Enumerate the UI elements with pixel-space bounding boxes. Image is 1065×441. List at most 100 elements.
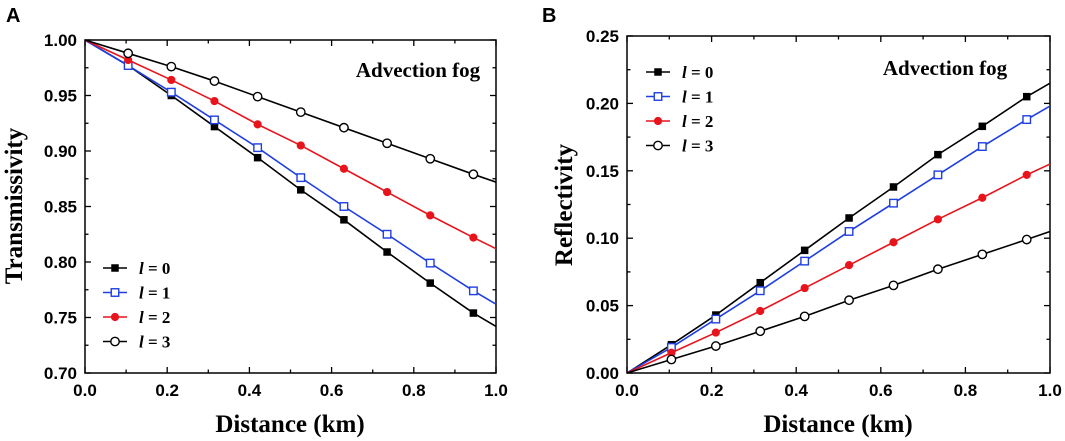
data-point [844, 261, 854, 270]
data-point [210, 96, 219, 106]
data-point [295, 107, 306, 118]
legend-symbol: l [682, 112, 687, 131]
data-point [933, 170, 943, 180]
data-point [666, 354, 677, 365]
data-point [425, 153, 436, 164]
panel-a-letter: A [6, 5, 20, 27]
data-point [934, 150, 942, 159]
legend-item: l = 1 [103, 284, 170, 303]
x-tick-label: 0.0 [615, 381, 639, 400]
series-1 [626, 105, 1051, 374]
data-point [889, 238, 898, 247]
data-point [977, 142, 987, 151]
data-point [297, 186, 305, 194]
data-point [800, 256, 810, 266]
data-point [1022, 170, 1031, 179]
y-tick-label: 0.85 [44, 198, 77, 217]
x-tick-label: 0.6 [320, 381, 344, 400]
data-point [933, 215, 943, 224]
legend-value: 3 [162, 333, 171, 352]
legend-label: l = 3 [139, 333, 170, 352]
x-tick-label: 1.0 [1038, 381, 1062, 400]
y-tick-label: 0.90 [44, 142, 77, 161]
series-3 [626, 230, 1051, 374]
annotation-label: Advection fog [883, 56, 1008, 80]
y-axis-title: Reflectivity [551, 143, 578, 266]
data-point [711, 328, 720, 337]
data-point [469, 233, 478, 242]
legend-value: 1 [162, 284, 171, 303]
legend: l = 0l = 1l = 2l = 3 [646, 63, 713, 156]
data-point [382, 229, 392, 239]
y-axis-title: Transmissivity [1, 127, 28, 284]
legend-value: 0 [705, 63, 714, 82]
legend-label: l = 0 [139, 259, 170, 278]
legend-symbol: l [682, 88, 687, 107]
panel-b: B 0.0 0.2 0.4 0.6 0.8 1.0 0.00 0.05 0.10 0.15 0.20… [542, 5, 1062, 438]
legend-marker [110, 336, 120, 347]
x-tick-label: 0.0 [73, 381, 97, 400]
y-tick-label: 0.70 [44, 364, 77, 383]
data-point [468, 169, 479, 180]
legend-item: l = 2 [646, 112, 713, 131]
legend-equals: = [144, 284, 162, 303]
data-point [340, 216, 348, 224]
legend-equals: = [687, 112, 705, 131]
data-point [339, 202, 349, 211]
legend-marker [110, 312, 120, 322]
x-tick-label: 0.6 [869, 381, 893, 400]
legend-item: l = 0 [103, 259, 170, 278]
data-point [426, 279, 434, 287]
legend-marker [653, 116, 663, 126]
data-point [382, 138, 392, 149]
legend-symbol: l [139, 308, 144, 327]
legend-equals: = [687, 137, 705, 156]
series-2 [626, 163, 1051, 374]
legend-label: l = 3 [682, 137, 713, 156]
legend-label: l = 1 [139, 284, 170, 303]
data-point [166, 61, 177, 72]
data-point [209, 76, 220, 86]
annotation-label: Advection fog [356, 58, 481, 82]
legend-marker [653, 92, 663, 101]
panel-a: A 0.0 0.2 0.4 0.6 0.8 1.0 0.70 0.75 0.80 0.85 0.90… [1, 5, 508, 438]
x-tick-label: 0.2 [155, 381, 179, 400]
legend-equals: = [687, 63, 705, 82]
series-1 [84, 39, 497, 305]
x-tick-label: 0.8 [402, 381, 426, 400]
y-tick-label: 0.95 [44, 87, 77, 106]
x-tick-label: 0.2 [700, 381, 724, 400]
data-point [978, 122, 987, 131]
legend-equals: = [144, 333, 162, 352]
data-point [1022, 92, 1031, 101]
legend-label: l = 2 [682, 112, 713, 131]
data-point [425, 258, 435, 268]
y-tick-label: 0.00 [586, 364, 619, 383]
y-tick-label: 0.05 [586, 297, 619, 316]
legend-item: l = 3 [646, 137, 713, 156]
legend-marker [653, 140, 663, 151]
legend-symbol: l [139, 333, 144, 352]
series-3 [84, 39, 497, 183]
data-point [252, 91, 263, 102]
data-point [889, 183, 898, 191]
data-point [426, 211, 435, 220]
data-point [978, 193, 987, 202]
data-point [469, 309, 478, 317]
data-point [253, 153, 262, 162]
data-point [711, 314, 721, 324]
y-tick-label: 0.20 [586, 94, 619, 113]
legend-label: l = 0 [682, 63, 713, 82]
data-point [296, 141, 305, 150]
data-point [123, 48, 134, 59]
data-point [253, 143, 263, 153]
legend-equals: = [687, 88, 705, 107]
x-axis-title: Distance (km) [215, 411, 364, 438]
data-point [382, 187, 392, 197]
y-tick-label: 0.15 [586, 162, 619, 181]
x-tick-label: 0.8 [954, 381, 978, 400]
y-tick-label: 0.25 [586, 27, 619, 46]
x-tick-label: 0.4 [238, 381, 262, 400]
legend-symbol: l [682, 137, 687, 156]
